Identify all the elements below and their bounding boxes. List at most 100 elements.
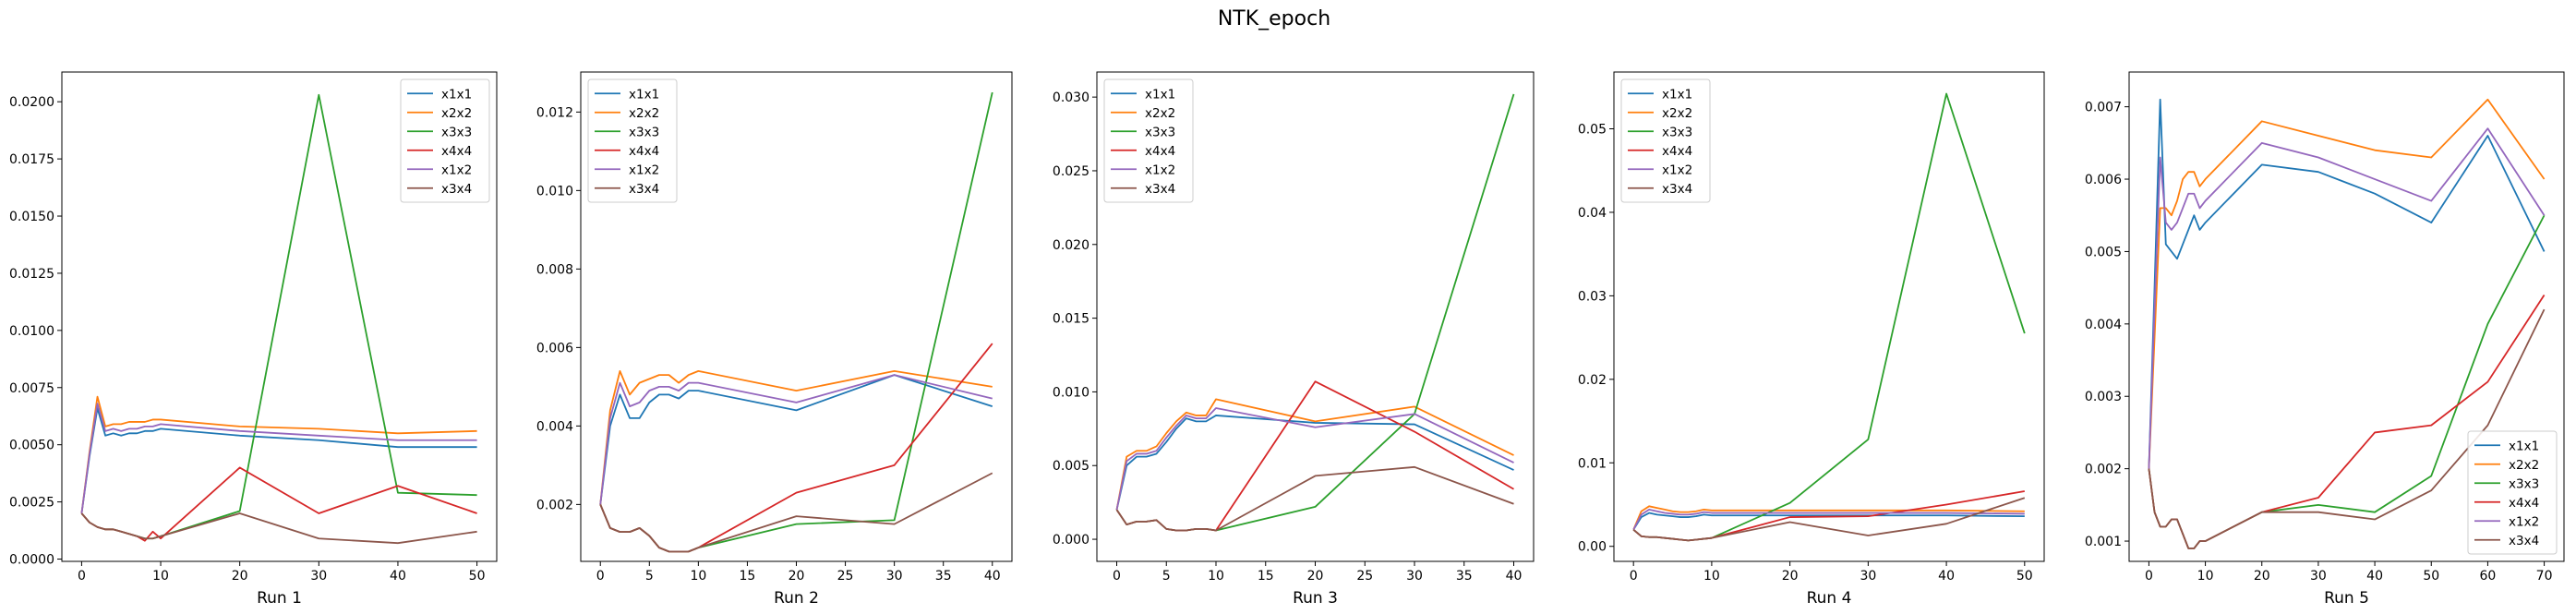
subplot-4: 0 10 20 30 40 50 0.00 0.01 0.02 0.03 0.04 0.05 Run 4… [1578,71,2045,608]
axes-frame [2128,71,2565,562]
x-tick-label: 35 [1456,569,1473,584]
legend-label-x2x2: x2x2 [629,106,659,121]
legend-label-x1x1: x1x1 [629,87,659,102]
x-tick-label: 40 [390,569,406,584]
legend-label-x4x4: x4x4 [629,144,659,159]
series-line-x1x1 [599,374,993,505]
figure-title: NTK_epoch [1218,7,1330,30]
x-axis-label: Run 5 [2324,589,2369,608]
x-tick-label: 30 [886,569,903,584]
y-tick-label: 0.005 [1053,459,1089,474]
x-tick-label: 25 [1356,569,1373,584]
x-tick-label: 0 [78,569,86,584]
series-line-x2x2 [1632,505,2025,530]
series-line-x1x2 [1115,407,1514,511]
y-tick-label: 0.0025 [9,496,54,511]
y-tick-label: 0.0150 [9,210,54,224]
series-group [2148,98,2546,549]
x-tick-label: 10 [1208,569,1224,584]
legend-label-x2x2: x2x2 [2509,458,2539,473]
legend-label-x2x2: x2x2 [1145,106,1175,121]
series-group [1632,92,2026,542]
legend-label-x1x2: x1x2 [441,163,472,177]
legend-label-x1x1: x1x1 [441,87,472,102]
series-line-x3x4 [80,512,477,545]
legend-label-x4x4: x4x4 [441,144,472,159]
subplot-3: 0 5 10 15 20 25 30 35 40 0.000 0.005 0.010 0.015 0.02… [1053,71,1535,608]
x-axis-label: Run 2 [774,589,819,608]
x-tick-label: 20 [232,569,248,584]
y-tick-label: 0.0100 [9,324,54,339]
y-tick-label: 0.025 [1053,164,1089,179]
series-line-x3x4 [1115,465,1514,532]
x-tick-label: 20 [1307,569,1324,584]
y-tick-label: 0.006 [2085,173,2122,187]
x-tick-label: 50 [2016,569,2033,584]
x-tick-label: 0 [1113,569,1121,584]
y-tick-label: 0.0075 [9,381,54,396]
x-tick-label: 15 [1258,569,1274,584]
legend-label-x1x1: x1x1 [1662,87,1692,102]
series-line-x3x4 [2148,308,2546,549]
y-tick-label: 0.010 [536,184,573,199]
x-axis-label: Run 4 [1807,589,1852,608]
legend-label-x4x4: x4x4 [1662,144,1692,159]
legend: x1x1 x2x2 x3x3 x4x4 x1x2 x3x4 [1620,78,1711,203]
y-tick-label: 0.03 [1578,289,1607,304]
legend-label-x3x4: x3x4 [629,182,659,197]
y-tick-label: 0.000 [1053,533,1089,548]
series-line-x1x1 [80,407,477,514]
legend: x1x1 x2x2 x3x3 x4x4 x1x2 x3x4 [1103,78,1194,203]
y-tick-label: 0.002 [536,498,573,512]
x-tick-label: 30 [310,569,327,584]
series-line-x1x2 [80,403,477,514]
y-tick-label: 0.0200 [9,95,54,110]
legend-box [2467,430,2558,555]
x-tick-label: 70 [2536,569,2553,584]
x-tick-label: 15 [740,569,756,584]
legend-label-x1x2: x1x2 [2509,514,2539,529]
series-line-x2x2 [1115,398,1514,511]
y-tick-label: 0.02 [1578,373,1607,388]
x-tick-label: 40 [1506,569,1523,584]
series-line-x2x2 [599,369,993,505]
legend-label-x3x3: x3x3 [1662,125,1692,139]
y-tick-label: 0.004 [536,419,573,434]
y-tick-label: 0.003 [2085,390,2122,404]
x-tick-label: 50 [2423,569,2439,584]
y-tick-label: 0.006 [536,341,573,355]
legend: x1x1 x2x2 x3x3 x4x4 x1x2 x3x4 [587,78,678,203]
axes-frame [1613,71,2045,562]
series-line-x1x2 [1632,509,2025,531]
legend-label-x3x4: x3x4 [2509,534,2539,548]
x-tick-label: 20 [1782,569,1799,584]
series-line-x3x4 [1632,497,2026,542]
x-tick-label: 0 [1630,569,1638,584]
y-tick-label: 0.0125 [9,267,54,282]
series-group [80,93,477,545]
legend-label-x1x2: x1x2 [1145,163,1175,177]
legend-label-x4x4: x4x4 [1145,144,1175,159]
legend: x1x1 x2x2 x3x3 x4x4 x1x2 x3x4 [400,78,490,203]
axes-frame [61,71,498,562]
legend-label-x3x4: x3x4 [1145,182,1175,197]
x-tick-label: 30 [2310,569,2327,584]
legend-label-x1x2: x1x2 [629,163,659,177]
legend-label-x2x2: x2x2 [441,106,472,121]
x-tick-label: 10 [152,569,169,584]
x-tick-label: 25 [837,569,854,584]
y-tick-label: 0.001 [2085,535,2122,549]
x-tick-label: 30 [1406,569,1423,584]
x-tick-label: 5 [1162,569,1171,584]
x-tick-label: 10 [690,569,706,584]
legend-box [1103,78,1194,203]
x-axis-label: Run 1 [257,589,302,608]
series-group [1115,93,1515,532]
subplot-5: 0 10 20 30 40 50 60 70 0.001 0.002 0.003 0.004 0.005… [2085,71,2565,608]
series-line-x1x2 [2148,127,2546,469]
legend-label-x4x4: x4x4 [2509,496,2539,511]
x-tick-label: 10 [1703,569,1720,584]
y-tick-label: 0.010 [1053,385,1089,400]
